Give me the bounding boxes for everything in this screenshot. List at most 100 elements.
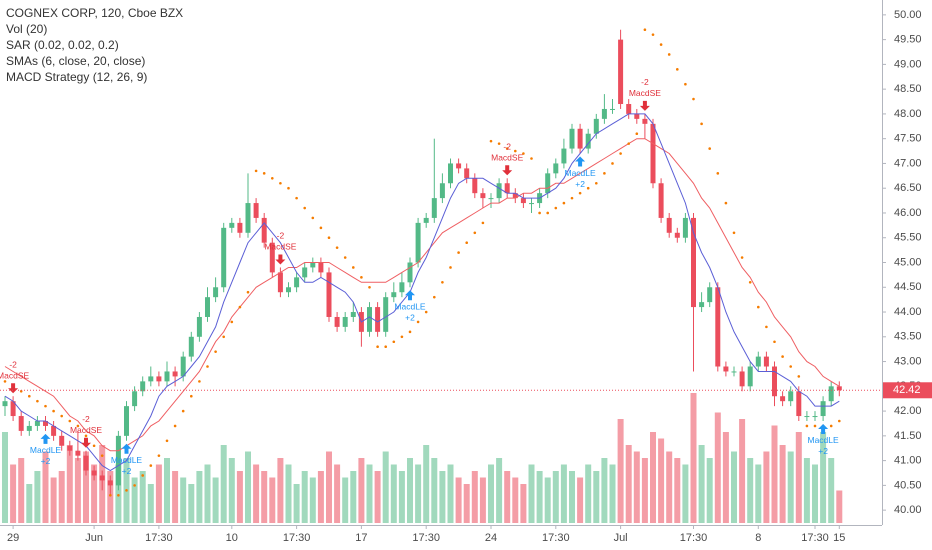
candle-body (399, 282, 405, 293)
sar-dot (659, 43, 663, 46)
volume-bar (641, 458, 648, 523)
sar-dot (797, 375, 801, 378)
candle-body (148, 376, 154, 382)
candle-body (593, 118, 599, 134)
candle-body (253, 203, 259, 218)
sar-dot (449, 266, 452, 269)
sar-dot (700, 122, 703, 126)
indicator-label: MACD Strategy (12, 26, 9) (6, 70, 147, 84)
candle-body (51, 425, 57, 436)
sar-dot (408, 330, 412, 334)
volume-bar (66, 445, 73, 523)
signal-qty: -2 (641, 77, 649, 87)
sar-dot (740, 256, 744, 259)
indicator-label: SAR (0.02, 0.02, 0.2) (6, 38, 119, 52)
sar-dot (352, 266, 355, 269)
signal-label: MacdSE (70, 425, 102, 435)
volume-bar (496, 458, 503, 523)
sar-dot (538, 211, 541, 215)
y-tick-label: 44.50 (894, 281, 922, 293)
sar-dot (570, 196, 574, 200)
candle-body (286, 287, 291, 293)
signal-arrow (818, 423, 829, 434)
volume-bar (795, 432, 802, 523)
candle-body (237, 222, 243, 233)
sar-dot (433, 295, 436, 299)
candle-body (464, 168, 470, 179)
candle-body (812, 416, 818, 418)
volume-bar (463, 484, 470, 523)
candle-body (723, 366, 729, 372)
sar-dot (497, 142, 501, 145)
candle-body (658, 183, 664, 218)
candle-body (172, 371, 178, 377)
signal-qty: -2 (82, 414, 90, 424)
signal-arrow (121, 443, 132, 454)
last-price-label: 42.42 (893, 384, 921, 396)
y-tick-label: 41.00 (894, 455, 922, 467)
candle-body (140, 381, 146, 392)
sar-dot (327, 236, 331, 240)
sar-dot (838, 419, 841, 423)
sar-dot (716, 172, 720, 175)
y-tick-label: 44.00 (894, 306, 922, 318)
signal-label: MacdLE (565, 168, 597, 178)
volume-bar (423, 445, 430, 523)
sar-dot (173, 424, 177, 428)
sar-dot (109, 493, 112, 497)
volume-bar (633, 451, 640, 523)
signal-qty: -2 (277, 231, 285, 241)
y-tick-label: 50.00 (894, 9, 922, 21)
sar-dot (724, 201, 728, 205)
candle-body (472, 178, 478, 194)
sar-dot (651, 33, 655, 36)
y-tick-label: 41.50 (894, 430, 922, 442)
x-tick-label: 17:30 (801, 532, 829, 544)
sar-dot (279, 181, 282, 185)
candle-body (10, 401, 16, 417)
sar-dot (343, 256, 347, 259)
volume-bar (358, 458, 365, 523)
sar-dot (287, 186, 290, 190)
candle-body (310, 262, 316, 268)
sar-dot (457, 251, 460, 254)
volume-bar (544, 477, 551, 523)
candle-body (715, 287, 721, 367)
candle-body (529, 203, 534, 205)
candle-body (423, 217, 429, 223)
y-tick-label: 43.50 (894, 331, 922, 343)
sar-dot (84, 434, 88, 438)
x-tick-label: 8 (755, 532, 761, 544)
volume-bar (131, 477, 138, 523)
sar-dot (100, 454, 104, 457)
sar-dot (635, 132, 639, 136)
candle-body (601, 108, 607, 119)
candle-body (691, 217, 696, 308)
sar-dot (522, 152, 525, 155)
volume-bar (212, 477, 219, 523)
x-tick-label: 17 (355, 532, 367, 544)
signal-label: MacdLE (394, 302, 426, 312)
volume-bar (569, 471, 575, 523)
volume-bar (220, 445, 227, 523)
sma-slow-line (4, 138, 840, 452)
volume-bar (577, 477, 584, 523)
volume-bar (739, 419, 746, 523)
candle-body (83, 455, 89, 471)
sar-dot (68, 419, 72, 423)
volume-bar (236, 471, 243, 523)
volume-bar (747, 458, 754, 523)
volume-bar (415, 464, 422, 523)
indicator-label: Vol (20) (6, 22, 47, 36)
volume-bar (164, 458, 170, 523)
volume-bar (658, 438, 665, 523)
volume-bar (488, 464, 494, 523)
volume-bar (269, 477, 276, 523)
y-tick-label: 47.00 (894, 157, 922, 169)
sar-dot (829, 424, 833, 428)
volume-bar (779, 445, 786, 523)
volume-bar (196, 471, 203, 523)
volume-bar (293, 484, 300, 523)
candle-body (277, 272, 283, 293)
candle-body (107, 480, 113, 486)
